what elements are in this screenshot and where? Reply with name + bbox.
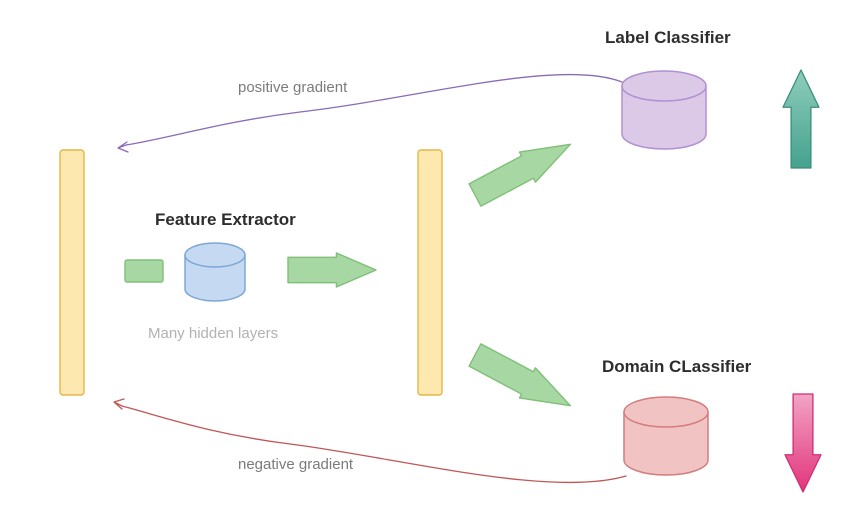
positive-gradient-label: positive gradient xyxy=(238,79,347,96)
feature-extractor-label: Feature Extractor xyxy=(155,210,296,230)
negative-gradient-label: negative gradient xyxy=(238,456,353,473)
diagram-canvas xyxy=(0,0,846,525)
domain-classifier-label: Domain CLassifier xyxy=(602,357,751,377)
many-hidden-layers-label: Many hidden layers xyxy=(148,325,278,342)
label-classifier-label: Label Classifier xyxy=(605,28,731,48)
